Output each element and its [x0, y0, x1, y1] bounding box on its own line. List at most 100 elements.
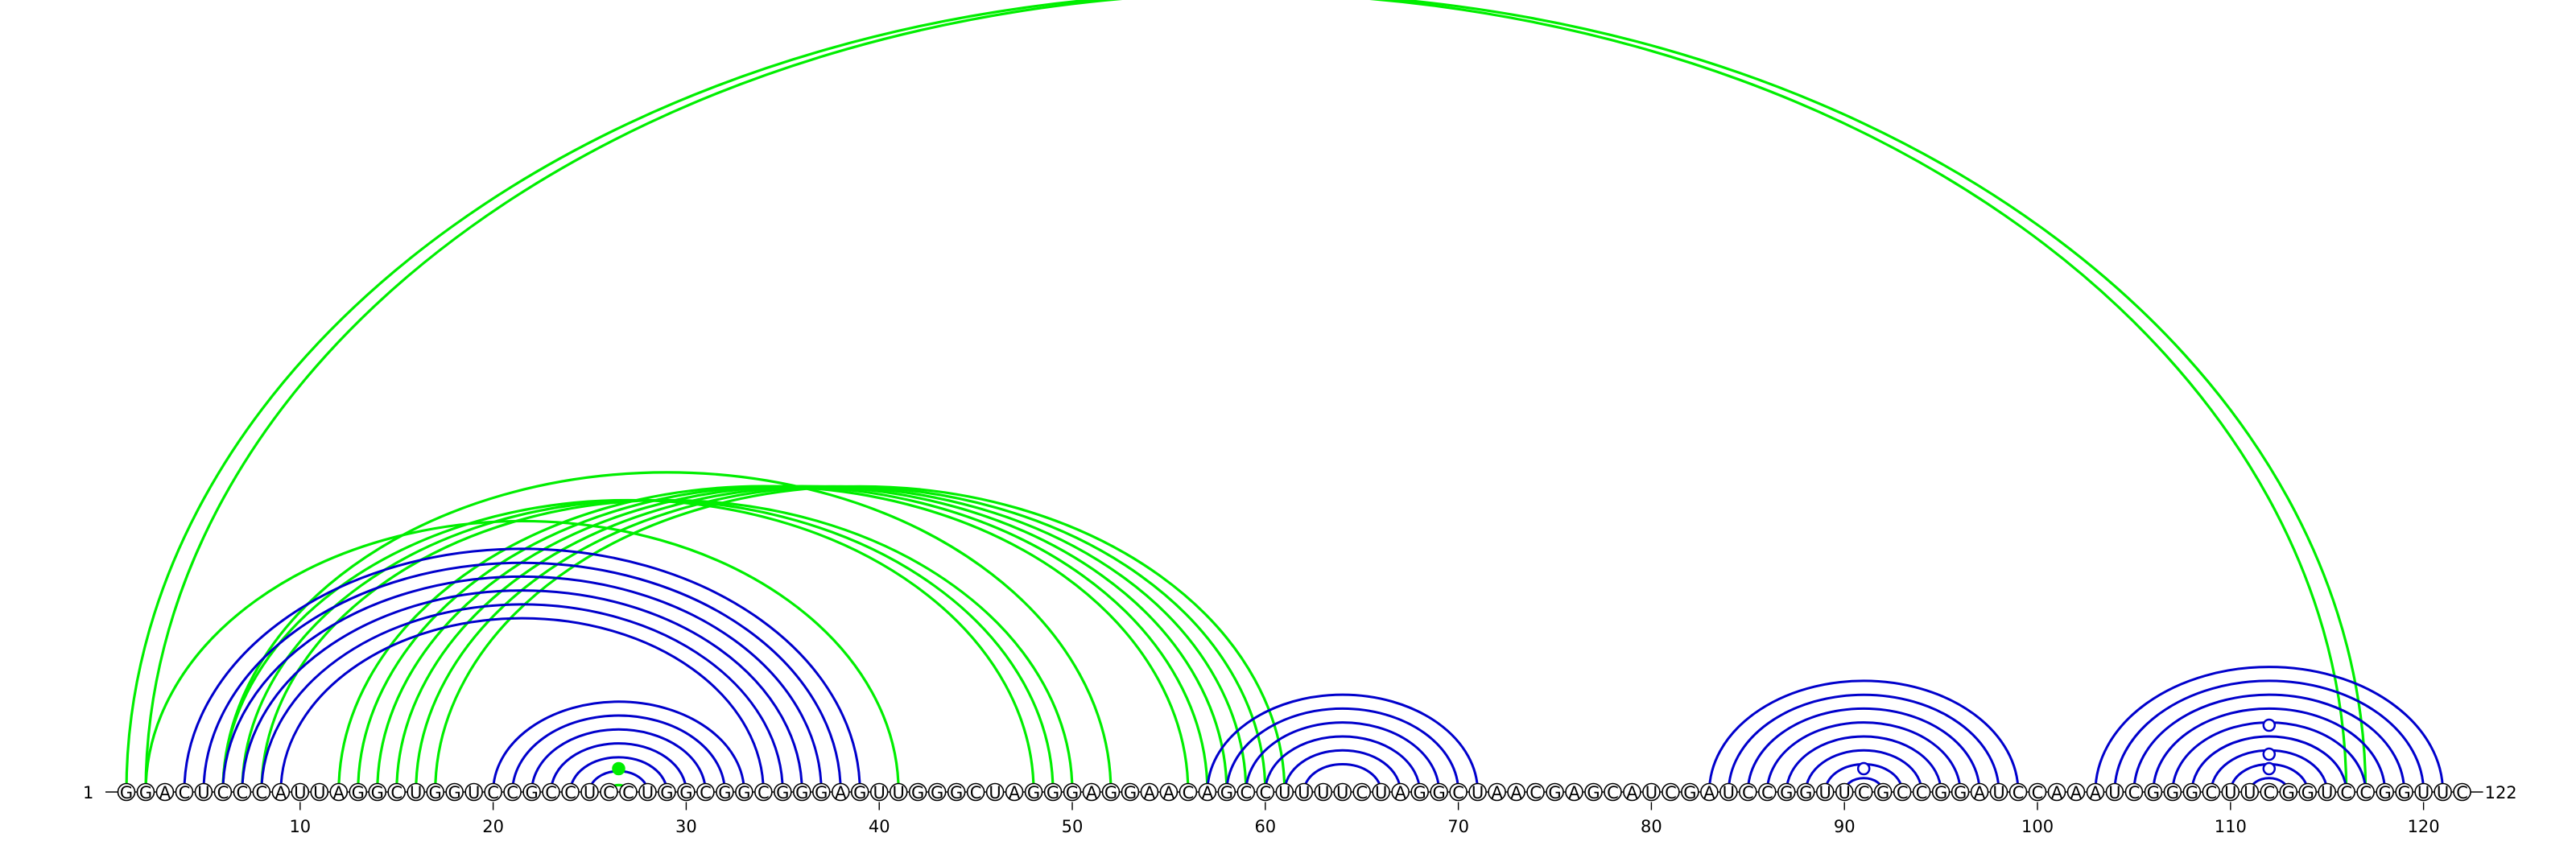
- nucleotide-letter: G: [2301, 783, 2314, 802]
- nucleotide-circle: [1372, 782, 1390, 802]
- nucleotide-letter: C: [1259, 783, 1271, 802]
- nucleotide-letter: G: [660, 783, 673, 802]
- nucleotide: A: [1082, 782, 1101, 802]
- nucleotide-circle: [349, 782, 368, 802]
- nucleotide-letter: G: [2282, 783, 2295, 802]
- nucleotide-letter: G: [911, 783, 924, 802]
- nucleotide: U: [1815, 782, 1835, 802]
- nucleotide-circle: [2008, 782, 2028, 802]
- nucleotide: C: [1256, 782, 1275, 802]
- nucleotide-letter: G: [429, 783, 442, 802]
- nucleotide-circle: [869, 782, 889, 802]
- nucleotide-circle: [1121, 782, 1140, 802]
- nucleotide-circle: [1546, 782, 1564, 802]
- nucleotide-letter: A: [1510, 783, 1522, 802]
- nucleotide-letter: C: [1356, 783, 1368, 802]
- nucleotide-circle: [117, 782, 136, 802]
- nucleotide-circle: [2047, 782, 2066, 802]
- nucleotide-circle: [1565, 782, 1583, 802]
- nucleotide-circle: [2182, 782, 2202, 802]
- nucleotide-circle: [1468, 782, 1487, 802]
- nucleotide-letter: G: [139, 783, 152, 802]
- nucleotide-letter: G: [950, 783, 963, 802]
- green-arc-17-61: [434, 485, 1286, 793]
- nucleotide: C: [1758, 782, 1777, 802]
- nucleotide: C: [387, 782, 407, 802]
- nucleotide-circle: [1063, 782, 1082, 802]
- nucleotide-circle: [831, 782, 850, 802]
- nucleotide: G: [1546, 782, 1564, 802]
- nucleotide-circle: [1815, 782, 1835, 802]
- nucleotide-circle: [1198, 782, 1217, 802]
- nucleotide-circle: [811, 782, 831, 802]
- nucleotide-circle: [1893, 782, 1912, 802]
- nucleotide-letter: U: [1375, 783, 1387, 802]
- nucleotide: G: [792, 782, 811, 802]
- nucleotide-letter: C: [2013, 783, 2025, 802]
- green-arc-2-117: [144, 0, 2368, 793]
- nucleotide: G: [1121, 782, 1140, 802]
- nucleotide-letter: G: [2147, 783, 2160, 802]
- nucleotide-circle: [1179, 782, 1198, 802]
- nucleotide-circle: [1024, 782, 1043, 802]
- nucleotide-letter: U: [1839, 783, 1851, 802]
- nucleotide-circle: [1333, 782, 1352, 802]
- nucleotide: U: [1372, 782, 1390, 802]
- nucleotide-circle: [1584, 782, 1603, 802]
- nucleotide-letter: C: [506, 783, 518, 802]
- nucleotide: G: [1777, 782, 1796, 802]
- nucleotide-letter: G: [2186, 783, 2198, 802]
- nucleotide-letter: U: [989, 783, 1001, 802]
- nucleotide-circle: [464, 782, 483, 802]
- nucleotide-circle: [1604, 782, 1622, 802]
- nucleotide-letter: U: [197, 783, 209, 802]
- nucleotide-circle: [2240, 782, 2260, 802]
- nucleotide-letter: G: [1027, 783, 1040, 802]
- nucleotide-circle: [407, 782, 426, 802]
- nucleotide: U: [1275, 782, 1294, 802]
- tick-label: 20: [482, 817, 504, 836]
- nucleotide: A: [2086, 782, 2105, 802]
- nucleotide-letter: C: [2206, 783, 2218, 802]
- nucleotide-circle: [2298, 782, 2318, 802]
- nucleotide-circle: [792, 782, 811, 802]
- blue-arc-5-38: [202, 561, 842, 793]
- nucleotide-letter: C: [1607, 783, 1619, 802]
- nucleotide: U: [638, 782, 657, 802]
- nucleotide: U: [2221, 782, 2240, 802]
- nucleotide: G: [1681, 782, 1699, 802]
- nucleotide-circle: [291, 782, 310, 802]
- nucleotide-circle: [271, 782, 291, 802]
- nucleotide-letter: G: [120, 783, 133, 802]
- nucleotide: C: [966, 782, 985, 802]
- nucleotide: C: [233, 782, 252, 802]
- nucleotide-letter: C: [237, 783, 249, 802]
- nucleotide-circle: [600, 782, 618, 802]
- nucleotide-letter: G: [1876, 783, 1889, 802]
- tick-label: 110: [2215, 817, 2247, 836]
- nucleotide: G: [2144, 782, 2163, 802]
- nucleotide-letter: A: [2051, 783, 2063, 802]
- nucleotide: U: [1468, 782, 1487, 802]
- nucleotide-circle: [1217, 782, 1236, 802]
- sequence-start-label: 1: [83, 783, 93, 802]
- nucleotide: U: [1642, 782, 1661, 802]
- nucleotide-letter: C: [2456, 783, 2468, 802]
- nucleotide-letter: C: [1241, 783, 1253, 802]
- nucleotide: U: [2318, 782, 2337, 802]
- nucleotide: C: [2356, 782, 2375, 802]
- nucleotide: U: [194, 782, 213, 802]
- nucleotide-circle: [2124, 782, 2144, 802]
- nucleotide: G: [927, 782, 947, 802]
- nucleotide-letter: C: [256, 783, 268, 802]
- green-arc-15-59: [395, 485, 1248, 793]
- nucleotide-circle: [175, 782, 194, 802]
- nucleotide-circle: [1352, 782, 1372, 802]
- nucleotide-circle: [677, 782, 696, 802]
- nucleotide-circle: [1912, 782, 1931, 802]
- blue-arc-103-121: [2094, 666, 2445, 793]
- blue-arc-86-96: [1765, 721, 1962, 793]
- nucleotide: A: [1140, 782, 1159, 802]
- nucleotide-letter: G: [1220, 783, 1233, 802]
- nucleotide-letter: C: [603, 783, 615, 802]
